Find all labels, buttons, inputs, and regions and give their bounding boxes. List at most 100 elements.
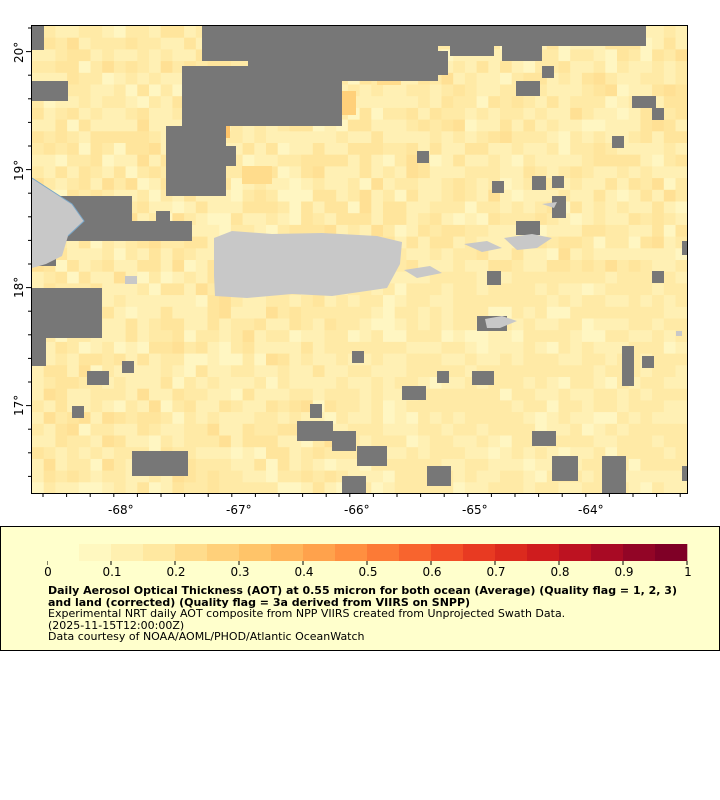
aot-cell bbox=[441, 353, 454, 366]
aot-cell bbox=[488, 213, 501, 226]
aot-cell bbox=[32, 388, 45, 401]
aot-cell bbox=[371, 423, 384, 436]
aot-cell bbox=[663, 388, 676, 401]
aot-cell bbox=[242, 447, 255, 460]
aot-cell bbox=[593, 213, 606, 226]
aot-cell bbox=[207, 341, 220, 355]
caption-date: (2025-11-15T12:00:00Z) bbox=[48, 618, 185, 632]
aot-cell bbox=[675, 154, 687, 167]
aot-cell bbox=[336, 341, 349, 355]
aot-cell bbox=[535, 330, 548, 343]
aot-cell bbox=[67, 470, 80, 483]
aot-cell bbox=[406, 201, 419, 214]
no-data-block bbox=[472, 371, 494, 385]
aot-cell bbox=[675, 470, 687, 483]
aot-cell bbox=[383, 201, 396, 214]
aot-cell bbox=[675, 37, 687, 50]
aot-cell bbox=[195, 412, 208, 425]
aot-cell bbox=[195, 482, 208, 493]
aot-cell bbox=[429, 400, 442, 413]
aot-cell bbox=[160, 96, 173, 109]
colorbar-label: 1 bbox=[684, 565, 692, 579]
aot-cell bbox=[242, 154, 255, 167]
aot-cell bbox=[581, 271, 595, 284]
aot-cell bbox=[160, 353, 173, 366]
aot-cell bbox=[640, 189, 653, 202]
aot-cell bbox=[312, 458, 325, 472]
aot-cell bbox=[558, 377, 571, 390]
aot-cell bbox=[43, 365, 56, 378]
aot-cell bbox=[149, 107, 162, 121]
aot-cell bbox=[500, 143, 513, 156]
aot-cell bbox=[605, 72, 618, 85]
aot-cell bbox=[605, 166, 618, 179]
aot-cell bbox=[464, 435, 478, 448]
aot-cell bbox=[441, 201, 454, 214]
aot-cell bbox=[488, 201, 501, 214]
aot-cell bbox=[546, 107, 559, 121]
aot-cell bbox=[406, 131, 419, 144]
aot-cell bbox=[675, 341, 687, 355]
aot-cell bbox=[277, 353, 290, 366]
aot-cell bbox=[394, 84, 407, 97]
aot-map[interactable] bbox=[32, 26, 688, 494]
aot-cell bbox=[570, 178, 583, 191]
aot-cell bbox=[652, 470, 665, 483]
aot-cell bbox=[593, 260, 606, 273]
aot-cell bbox=[488, 353, 501, 366]
aot-cell bbox=[476, 295, 489, 308]
aot-cell bbox=[113, 84, 127, 97]
aot-cell bbox=[441, 435, 454, 448]
aot-cell bbox=[230, 341, 244, 355]
aot-cell bbox=[640, 365, 653, 378]
aot-cell bbox=[675, 119, 687, 132]
aot-cell bbox=[125, 96, 138, 109]
aot-cell bbox=[628, 119, 641, 132]
aot-cell bbox=[195, 423, 208, 436]
aot-cell bbox=[687, 412, 688, 424]
aot-cell bbox=[570, 400, 583, 413]
aot-cell bbox=[628, 283, 641, 296]
aot-cell bbox=[32, 143, 45, 156]
aot-cell bbox=[617, 412, 630, 425]
aot-cell bbox=[383, 377, 396, 390]
aot-cell bbox=[312, 154, 325, 167]
aot-cell bbox=[675, 72, 687, 85]
aot-cell bbox=[371, 412, 384, 425]
aot-cell bbox=[687, 272, 688, 284]
aot-cell bbox=[593, 482, 606, 493]
aot-cell bbox=[558, 435, 571, 448]
aot-cell bbox=[429, 283, 442, 296]
aot-cell bbox=[312, 377, 325, 390]
aot-cell bbox=[113, 72, 127, 85]
aot-cell bbox=[230, 213, 244, 226]
aot-cell bbox=[593, 131, 606, 144]
aot-cell bbox=[301, 330, 314, 343]
aot-cell bbox=[652, 260, 665, 273]
aot-cell bbox=[406, 178, 419, 191]
aot-cell bbox=[581, 72, 595, 85]
aot-cell bbox=[195, 341, 208, 355]
aot-cell bbox=[359, 166, 372, 179]
aot-cell bbox=[125, 388, 138, 401]
aot-cell bbox=[149, 412, 162, 425]
aot-cell bbox=[546, 224, 559, 238]
aot-cell bbox=[628, 166, 641, 179]
aot-cell bbox=[628, 482, 641, 493]
aot-cell bbox=[593, 271, 606, 284]
aot-cell bbox=[277, 470, 290, 483]
aot-cell bbox=[347, 166, 361, 179]
map-frame[interactable] bbox=[31, 25, 688, 494]
aot-cell bbox=[219, 377, 232, 390]
aot-cell bbox=[511, 260, 524, 273]
aot-cell bbox=[558, 154, 571, 167]
aot-cell bbox=[102, 84, 115, 97]
aot-cell bbox=[347, 154, 361, 167]
aot-cell bbox=[289, 154, 302, 167]
aot-cell bbox=[663, 178, 676, 191]
aot-cell bbox=[464, 306, 478, 319]
aot-cell bbox=[523, 482, 536, 493]
aot-cell bbox=[43, 458, 56, 472]
aot-cell bbox=[488, 470, 501, 483]
aot-cell bbox=[605, 84, 618, 97]
